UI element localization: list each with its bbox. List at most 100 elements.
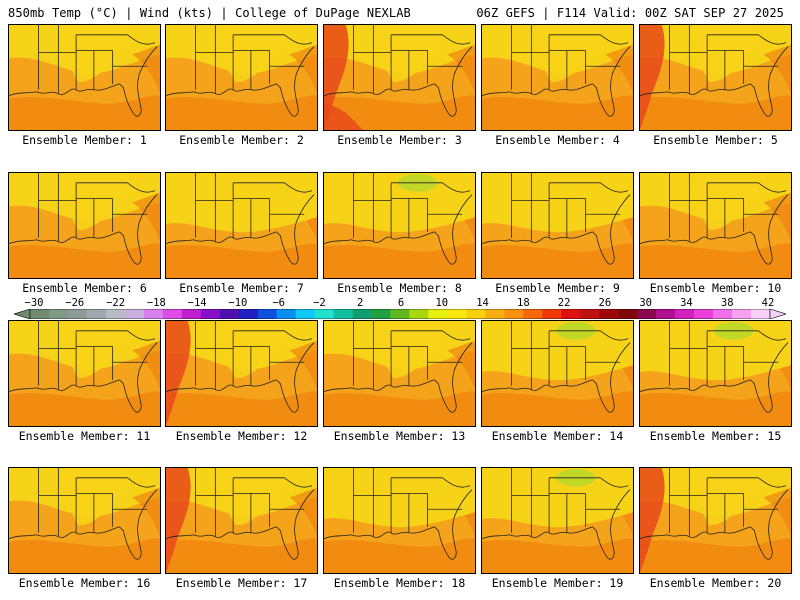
- temp-field-cool-tongue: [61, 468, 128, 526]
- temp-field-cool-tongue: [692, 25, 759, 83]
- temp-field-cool-tongue: [218, 25, 285, 83]
- colorbar-tick-label: 42: [761, 297, 775, 309]
- state-lines: [511, 25, 621, 94]
- temp-field-warm-gulf: [166, 538, 317, 573]
- state-line-east: [758, 330, 787, 341]
- colorbar-tick-label: 14: [476, 297, 489, 309]
- temp-field-cool-wide: [640, 321, 791, 381]
- map-boundaries: [324, 25, 473, 117]
- ensemble-member-label: Ensemble Member: 10: [649, 281, 782, 295]
- colorbar-swatch: [447, 309, 467, 319]
- colorbar-tick-label: 34: [680, 297, 693, 309]
- temp-field-hot-west: [166, 468, 191, 573]
- colorbar-swatch: [751, 309, 771, 319]
- colorbar-tick-label: −30: [24, 297, 44, 309]
- ensemble-member-label: Ensemble Member: 14: [491, 429, 624, 443]
- coastline: [640, 194, 789, 265]
- ensemble-member-label: Ensemble Member: 2: [179, 133, 304, 147]
- map-boundaries: [166, 468, 315, 560]
- map-graphic: [324, 25, 475, 130]
- colorbar-swatch: [238, 309, 258, 319]
- state-line-east: [284, 182, 313, 193]
- colorbar-swatch: [48, 309, 69, 319]
- state-lines: [353, 321, 463, 390]
- ensemble-member-map: [165, 24, 318, 131]
- temp-field-warm-atlantic: [132, 192, 160, 242]
- map-boundaries: [640, 173, 789, 265]
- temp-field-warm-atlantic: [289, 340, 317, 390]
- colorbar-swatch: [257, 309, 277, 319]
- temp-field-hot-west: [640, 468, 665, 573]
- colorbar-swatch: [618, 309, 638, 319]
- temp-field-warm-atlantic: [447, 44, 475, 94]
- state-lines: [353, 25, 463, 94]
- ensemble-member-label: Ensemble Member: 19: [491, 576, 624, 590]
- ensemble-member-map: [639, 467, 792, 574]
- ensemble-member-label: Ensemble Member: 1: [22, 133, 147, 147]
- colorbar-scale: [14, 309, 786, 319]
- state-lines: [511, 321, 621, 390]
- temp-field-warm-gulf: [324, 95, 475, 130]
- map-boundaries: [9, 173, 158, 265]
- temp-field-hot-southwest: [324, 103, 364, 130]
- ensemble-member-label: Ensemble Member: 6: [22, 281, 147, 295]
- ensemble-member-map: [639, 24, 792, 131]
- ensemble-member-map: [165, 467, 318, 574]
- ensemble-member-map: [8, 467, 161, 574]
- map-boundaries: [324, 468, 473, 560]
- state-lines: [353, 468, 463, 537]
- colorbar-swatch: [219, 309, 240, 319]
- map-graphic: [482, 468, 633, 573]
- colorbar-min-arrow: [14, 309, 31, 319]
- temp-field-warm-gulf: [9, 243, 160, 278]
- map-boundaries: [482, 468, 631, 560]
- state-lines: [195, 321, 305, 390]
- colorbar-swatch: [371, 309, 391, 319]
- colorbar-swatch: [162, 309, 183, 319]
- state-lines: [669, 321, 779, 390]
- state-lines: [353, 173, 463, 242]
- colorbar-swatch: [694, 309, 714, 319]
- colorbar-tick-label: 22: [557, 297, 571, 309]
- map-graphic: [640, 25, 791, 130]
- temp-field-cool-wide: [482, 468, 633, 528]
- ensemble-member-map: [481, 172, 634, 279]
- colorbar-swatch: [675, 309, 695, 319]
- temp-field-warm-atlantic: [447, 340, 475, 390]
- map-boundaries: [482, 25, 631, 117]
- colorbar-tick-label: 30: [639, 297, 652, 309]
- map-graphic: [482, 321, 633, 426]
- map-graphic: [166, 321, 317, 426]
- colorbar-swatch: [181, 309, 202, 319]
- colorbar-tick-label: −22: [106, 297, 126, 309]
- colorbar-tick-label: 2: [357, 297, 364, 309]
- state-line-east: [442, 34, 471, 45]
- coastline: [324, 46, 473, 117]
- map-boundaries: [166, 173, 315, 265]
- ensemble-member-map: [639, 320, 792, 427]
- run-valid-time: 06Z GEFS | F114 Valid: 00Z SAT SEP 27 20…: [476, 6, 784, 20]
- colorbar-swatch: [637, 309, 657, 319]
- colorbar-swatch: [542, 309, 562, 319]
- temp-field-warm-gulf: [324, 538, 475, 573]
- colorbar-swatch: [86, 309, 107, 319]
- map-boundaries: [324, 173, 473, 265]
- map-graphic: [166, 25, 317, 130]
- map-boundaries: [9, 321, 158, 413]
- map-graphic: [9, 468, 160, 573]
- ensemble-member-label: Ensemble Member: 9: [495, 281, 620, 295]
- map-graphic: [324, 468, 475, 573]
- map-graphic: [640, 468, 791, 573]
- temp-field-hot-west: [324, 25, 349, 130]
- state-line-east: [127, 330, 156, 341]
- coastline: [9, 489, 158, 560]
- colorbar-swatch: [67, 309, 88, 319]
- coastline: [324, 194, 473, 265]
- colorbar-swatch: [428, 309, 448, 319]
- map-graphic: [166, 468, 317, 573]
- coastline: [640, 342, 789, 413]
- colorbar-swatch: [561, 309, 581, 319]
- state-lines: [195, 173, 305, 242]
- colorbar-swatch: [523, 309, 543, 319]
- colorbar-tick-label: −2: [313, 297, 326, 309]
